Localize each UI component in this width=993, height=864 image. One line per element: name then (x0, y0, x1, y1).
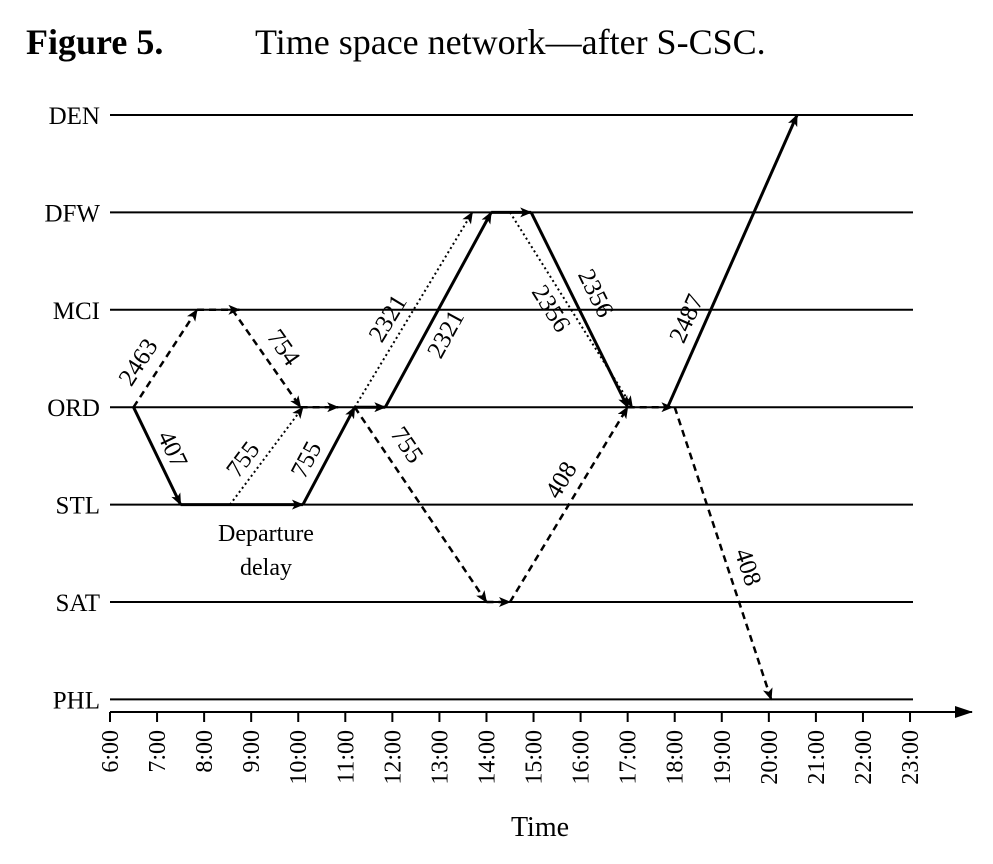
tick-label-16: 16:00 (569, 730, 595, 785)
station-label-den: DEN (49, 103, 100, 130)
station-lines: DEN DFW MCI ORD STL SAT PHL (44, 103, 913, 714)
flight-label-2321: 2321 (422, 306, 470, 363)
flight-arc-407-ord-stl (132, 406, 182, 506)
tick-label-15: 15:00 (522, 730, 548, 785)
tick-label-11: 11:00 (333, 730, 359, 784)
time-axis: 6:00 7:00 8:00 9:00 10:00 11:00 12:00 13:00 14:0… (98, 706, 973, 785)
flight-arc-755-ord-sat (353, 406, 488, 603)
flight-arc-408-sat-ord (508, 406, 629, 603)
flight-label-2463: 2463 (114, 334, 164, 391)
tick-label-22: 22:00 (851, 730, 877, 785)
tick-label-18: 18:00 (663, 730, 689, 785)
flight-label-408: 408 (540, 457, 582, 503)
flight-label-755: 755 (286, 437, 327, 483)
flight-arc-754-mci-ord (231, 309, 302, 409)
flight-label-407: 407 (152, 427, 193, 473)
tick-label-12: 12:00 (380, 730, 406, 785)
tick-label-20: 20:00 (757, 730, 783, 785)
flight-arc-755-stl-ord (229, 406, 304, 506)
figure-label: Figure 5. (26, 22, 163, 62)
station-label-stl: STL (56, 493, 100, 520)
tick-label-17: 17:00 (616, 730, 642, 785)
station-label-phl: PHL (53, 687, 100, 714)
station-label-ord: ORD (47, 395, 100, 422)
departure-delay-line-2: delay (240, 555, 292, 581)
tick-label-14: 14:00 (474, 730, 500, 785)
departure-delay-line-1: Departure (218, 521, 314, 547)
time-axis-label: Time (511, 812, 569, 843)
tick-label-7: 7:00 (145, 730, 171, 773)
flight-label-2356: 2356 (572, 265, 618, 322)
flight-arc-755-stl-ord (301, 406, 357, 506)
flight-label-2321: 2321 (364, 290, 413, 347)
tick-label-13: 13:00 (427, 730, 453, 785)
tick-label-8: 8:00 (192, 730, 218, 773)
flight-arc-2356-dfw-ord (529, 211, 630, 409)
flight-label-754: 754 (261, 325, 305, 372)
flight-arc-2321-ord-dfw (383, 211, 493, 408)
flight-arc-2463-ord-mci (132, 308, 199, 408)
tick-label-9: 9:00 (239, 730, 265, 773)
tick-label-6: 6:00 (98, 730, 124, 773)
flight-label-2487: 2487 (664, 290, 709, 347)
station-label-mci: MCI (53, 298, 100, 325)
figure-title: Time space network—after S-CSC. (255, 22, 766, 62)
station-label-sat: SAT (56, 590, 100, 617)
flight-arcs (132, 114, 799, 701)
tick-label-19: 19:00 (710, 730, 736, 785)
flight-label-408: 408 (729, 545, 766, 589)
station-label-dfw: DFW (44, 200, 100, 227)
flight-label-755: 755 (221, 437, 265, 483)
tick-label-21: 21:00 (804, 730, 830, 785)
flight-arc-408-ord-phl (673, 406, 773, 701)
tick-label-23: 23:00 (898, 730, 924, 785)
tick-label-10: 10:00 (286, 730, 312, 785)
flight-arc-2487-ord-den (666, 114, 799, 408)
